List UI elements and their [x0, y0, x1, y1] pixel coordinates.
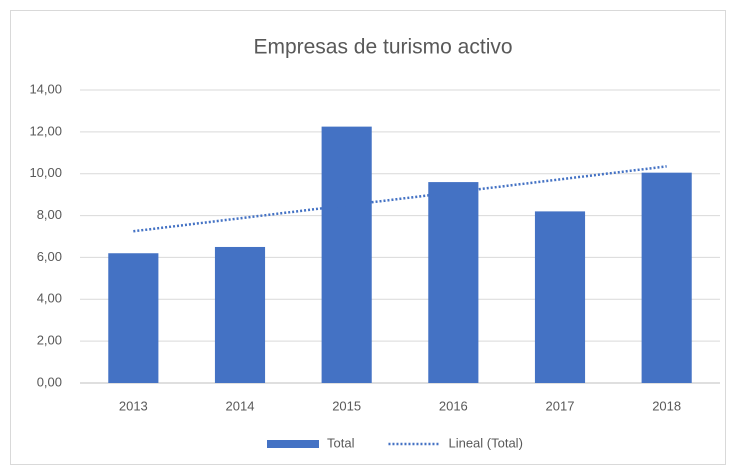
x-tick-label: 2018: [652, 398, 681, 413]
bar: [534, 211, 586, 383]
bar: [321, 126, 372, 383]
x-tick-label: 2013: [119, 398, 148, 413]
x-tick-label: 2015: [332, 398, 361, 413]
x-tick-label: 2016: [439, 398, 468, 413]
chart-title: Empresas de turismo activo: [253, 36, 512, 59]
legend-swatch: [267, 440, 319, 448]
trend-line: [133, 165, 667, 233]
bar: [108, 253, 159, 383]
bar: [214, 246, 266, 383]
y-tick-label: 14,00: [29, 81, 62, 96]
bar: [428, 182, 479, 383]
y-tick-label: 8,00: [37, 207, 62, 222]
y-tick-label: 6,00: [37, 249, 62, 264]
y-tick-label: 12,00: [29, 123, 62, 138]
y-tick-label: 4,00: [37, 291, 62, 306]
y-tick-label: 0,00: [37, 374, 62, 389]
bar: [641, 172, 692, 383]
x-tick-label: 2017: [546, 398, 575, 413]
legend-label: Total: [327, 435, 355, 450]
legend-label: Lineal (Total): [448, 435, 522, 450]
y-tick-label: 2,00: [37, 333, 62, 348]
x-tick-label: 2014: [226, 398, 255, 413]
y-tick-label: 10,00: [29, 165, 62, 180]
